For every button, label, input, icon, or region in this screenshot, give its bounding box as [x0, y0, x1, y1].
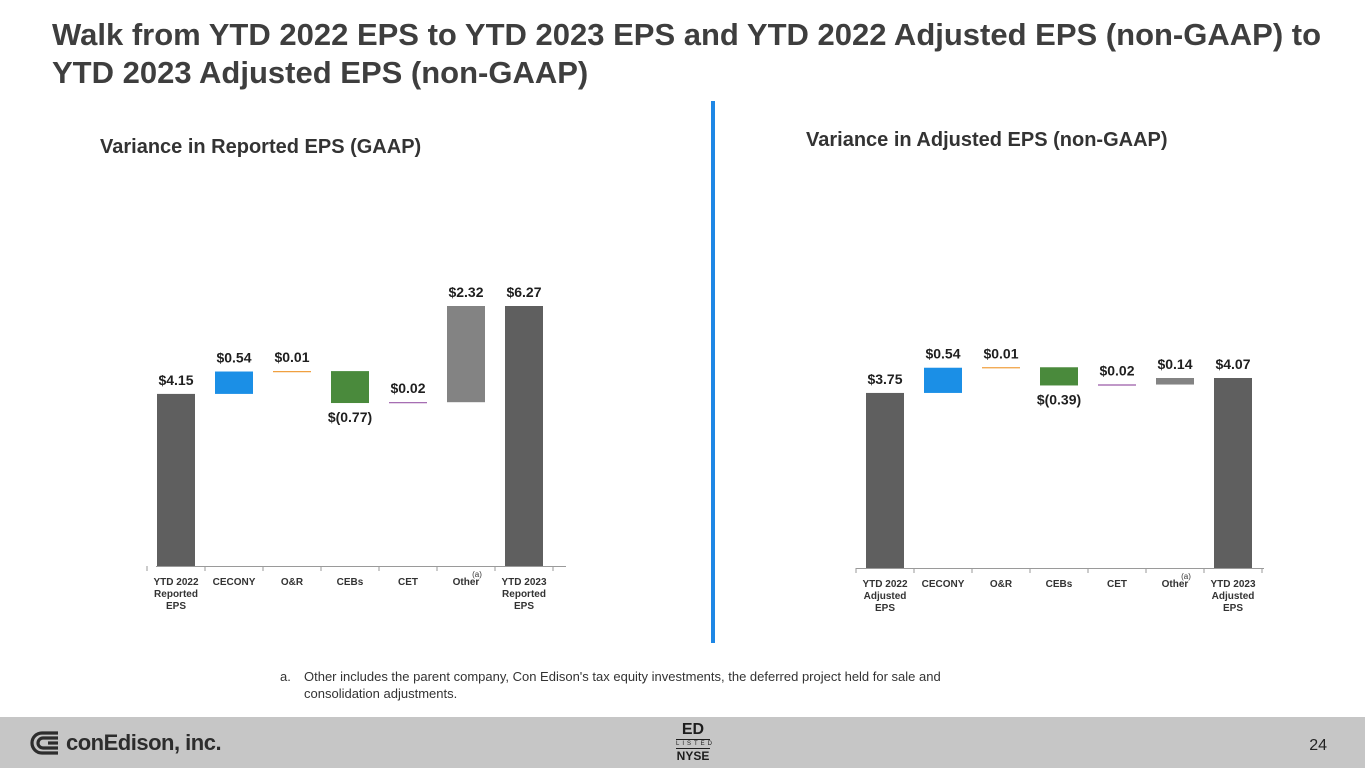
data-label-gaap-0: $4.15	[158, 372, 193, 388]
logo-text: conEdison, inc.	[66, 730, 222, 755]
footnote-text: Other includes the parent company, Con E…	[304, 669, 941, 701]
category-label-non-gaap-6: YTD 2023 Adjusted EPS	[1210, 579, 1255, 614]
footnote-mark-non-gaap: (a)	[1181, 572, 1191, 581]
category-label-gaap-5: Other	[453, 577, 480, 588]
data-label-non-gaap-1: $0.54	[925, 346, 960, 362]
category-label-line: CEBs	[337, 577, 364, 588]
data-label-non-gaap-2: $0.01	[983, 345, 1018, 361]
category-label-gaap-4: CET	[398, 577, 418, 588]
category-label-non-gaap-4: CET	[1107, 579, 1127, 590]
category-label-line: Reported	[154, 589, 198, 600]
category-label-line: EPS	[1223, 603, 1243, 614]
data-label-gaap-6: $6.27	[506, 284, 541, 300]
ticker-symbol: ED	[681, 721, 705, 738]
data-label-gaap-1: $0.54	[216, 350, 251, 366]
category-label-non-gaap-3: CEBs	[1046, 579, 1073, 590]
data-label-gaap-2: $0.01	[274, 349, 309, 365]
category-label-gaap-6: YTD 2023 Reported EPS	[501, 577, 546, 612]
category-label-line: EPS	[514, 601, 534, 612]
listed-label: LISTED	[676, 739, 716, 749]
category-label-line: YTD 2022	[862, 579, 907, 590]
category-label-line: CEBs	[1046, 579, 1073, 590]
bar-non-gaap-5	[1156, 378, 1194, 385]
category-label-line: Adjusted	[1212, 591, 1255, 602]
data-label-non-gaap-5: $0.14	[1157, 356, 1192, 372]
category-label-line: Other	[453, 577, 480, 588]
chart-title-non-gaap: Variance in Adjusted EPS (non-GAAP)	[806, 129, 1168, 151]
category-label-gaap-3: CEBs	[337, 577, 364, 588]
chart-title-gaap: Variance in Reported EPS (GAAP)	[100, 136, 422, 158]
category-label-gaap-0: YTD 2022 Reported EPS	[153, 577, 198, 612]
bar-gaap-6	[505, 306, 543, 566]
category-label-line: O&R	[281, 577, 304, 588]
category-label-line: YTD 2023	[1210, 579, 1255, 590]
category-label-line: EPS	[166, 601, 186, 612]
category-label-line: YTD 2022	[153, 577, 198, 588]
category-label-non-gaap-0: YTD 2022 Adjusted EPS	[862, 579, 907, 614]
category-label-line: CET	[398, 577, 418, 588]
bar-non-gaap-1	[924, 367, 962, 393]
data-label-gaap-5: $2.32	[448, 284, 483, 300]
category-label-gaap-2: O&R	[281, 577, 304, 588]
data-label-non-gaap-0: $3.75	[867, 371, 902, 387]
bar-non-gaap-6	[1214, 378, 1252, 568]
bar-gaap-1	[215, 371, 253, 394]
category-label-line: YTD 2023	[501, 577, 546, 588]
footer-bar: conEdison, inc. ED LISTED NYSE 24	[0, 717, 1365, 768]
bar-gaap-0	[157, 393, 195, 566]
category-label-line: EPS	[875, 603, 895, 614]
data-label-non-gaap-4: $0.02	[1099, 363, 1134, 379]
category-label-line: Other	[1162, 579, 1189, 590]
category-label-non-gaap-5: Other	[1162, 579, 1189, 590]
category-label-line: CECONY	[213, 577, 256, 588]
category-label-line: O&R	[990, 579, 1013, 590]
section-divider	[711, 101, 715, 643]
data-label-non-gaap-3: $(0.39)	[1037, 391, 1081, 407]
category-label-line: Adjusted	[864, 591, 907, 602]
footnote-letter: a.	[280, 669, 291, 684]
slide-title: Walk from YTD 2022 EPS to YTD 2023 EPS a…	[52, 17, 1322, 90]
category-label-line: CECONY	[922, 579, 965, 590]
data-label-gaap-3: $(0.77)	[328, 409, 372, 425]
bar-non-gaap-3	[1040, 367, 1078, 386]
data-label-non-gaap-6: $4.07	[1215, 356, 1250, 372]
category-label-line: CET	[1107, 579, 1127, 590]
category-label-gaap-1: CECONY	[213, 577, 256, 588]
footnote-mark-gaap: (a)	[472, 570, 482, 579]
category-label-non-gaap-2: O&R	[990, 579, 1013, 590]
data-label-gaap-4: $0.02	[390, 380, 425, 396]
company-logo: conEdison, inc.	[30, 728, 222, 758]
bar-gaap-5	[447, 306, 485, 403]
bar-non-gaap-0	[866, 392, 904, 568]
bar-gaap-3	[331, 371, 369, 404]
page-number: 24	[1309, 737, 1327, 754]
category-label-line: Reported	[502, 589, 546, 600]
category-label-non-gaap-1: CECONY	[922, 579, 965, 590]
nyse-listed-badge: ED LISTED NYSE	[672, 722, 714, 763]
exchange-name: NYSE	[676, 749, 710, 763]
con-edison-logo-icon	[30, 731, 58, 755]
